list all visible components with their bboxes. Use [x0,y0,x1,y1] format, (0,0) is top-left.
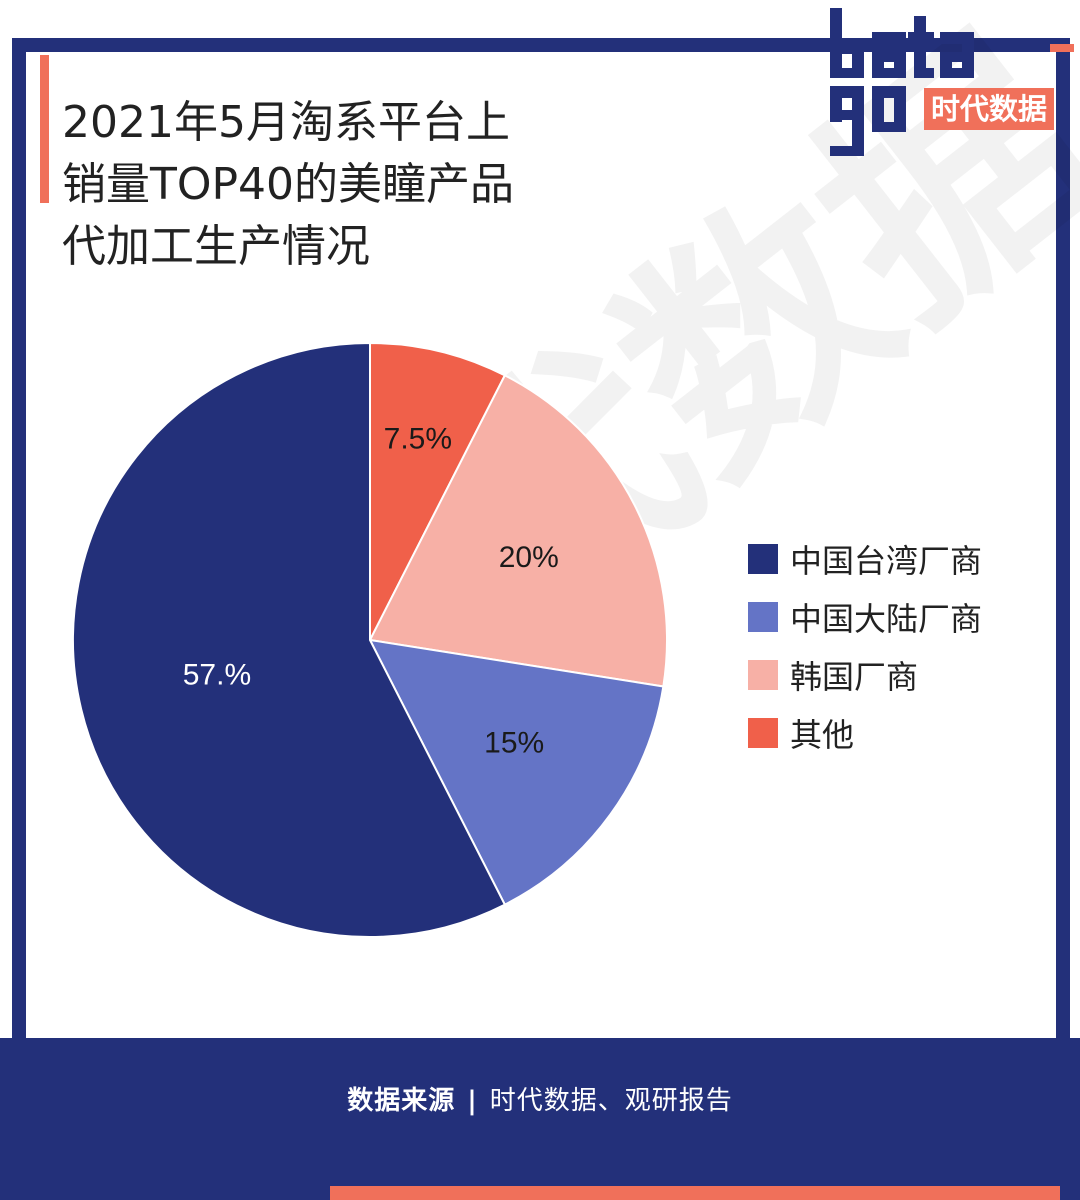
source-label: 数据来源 [347,1086,456,1116]
title-line-3: 代加工生产情况 [62,221,370,272]
brand-logo: 时代数据 [822,6,1066,158]
pie-slice-other [369,341,507,641]
logo-label: 时代数据 [924,88,1055,130]
frame-left-border [12,52,26,1200]
legend-swatch [748,544,778,574]
legend-item-taiwan: 中国台湾厂商 [748,530,982,588]
chart-title: 2021年5月淘系平台上 销量TOP40的美瞳产品 代加工生产情况 [62,92,622,278]
pie-label-korea: 20% [499,541,559,574]
legend-label: 韩国厂商 [790,658,919,696]
legend-swatch [748,602,778,632]
pie-slice-taiwan [72,341,507,938]
frame-right-border [1056,52,1070,1200]
legend-item-other: 其他 [748,704,982,762]
legend-swatch [748,660,778,690]
legend-label: 其他 [790,716,855,754]
title-accent-bar [40,55,49,203]
source-text: 时代数据、观研报告 [489,1086,733,1116]
legend-item-korea: 韩国厂商 [748,646,982,704]
source-separator: | [467,1086,478,1116]
pie-label-mainland: 15% [484,727,544,760]
legend-label: 中国台湾厂商 [790,542,983,580]
title-line-1: 2021年5月淘系平台上 [62,97,510,148]
pie-label-taiwan: 57.% [183,659,251,692]
chart-legend: 中国台湾厂商 中国大陆厂商 韩国厂商 其他 [748,530,982,762]
legend-item-mainland: 中国大陆厂商 [748,588,982,646]
data-source: 数据来源 | 时代数据、观研报告 [0,1080,1080,1117]
footer-band [0,1038,1080,1200]
footer-accent-strip [330,1186,1060,1200]
title-line-2: 销量TOP40的美瞳产品 [62,159,515,210]
logo-mark [830,8,974,156]
pie-slice-mainland [368,638,665,906]
pie-slice-korea [368,374,668,688]
pie-label-other: 7.5% [384,423,452,456]
legend-swatch [748,718,778,748]
frame-top-border [12,38,1070,52]
legend-label: 中国大陆厂商 [790,600,983,638]
corner-accent [1050,44,1074,52]
